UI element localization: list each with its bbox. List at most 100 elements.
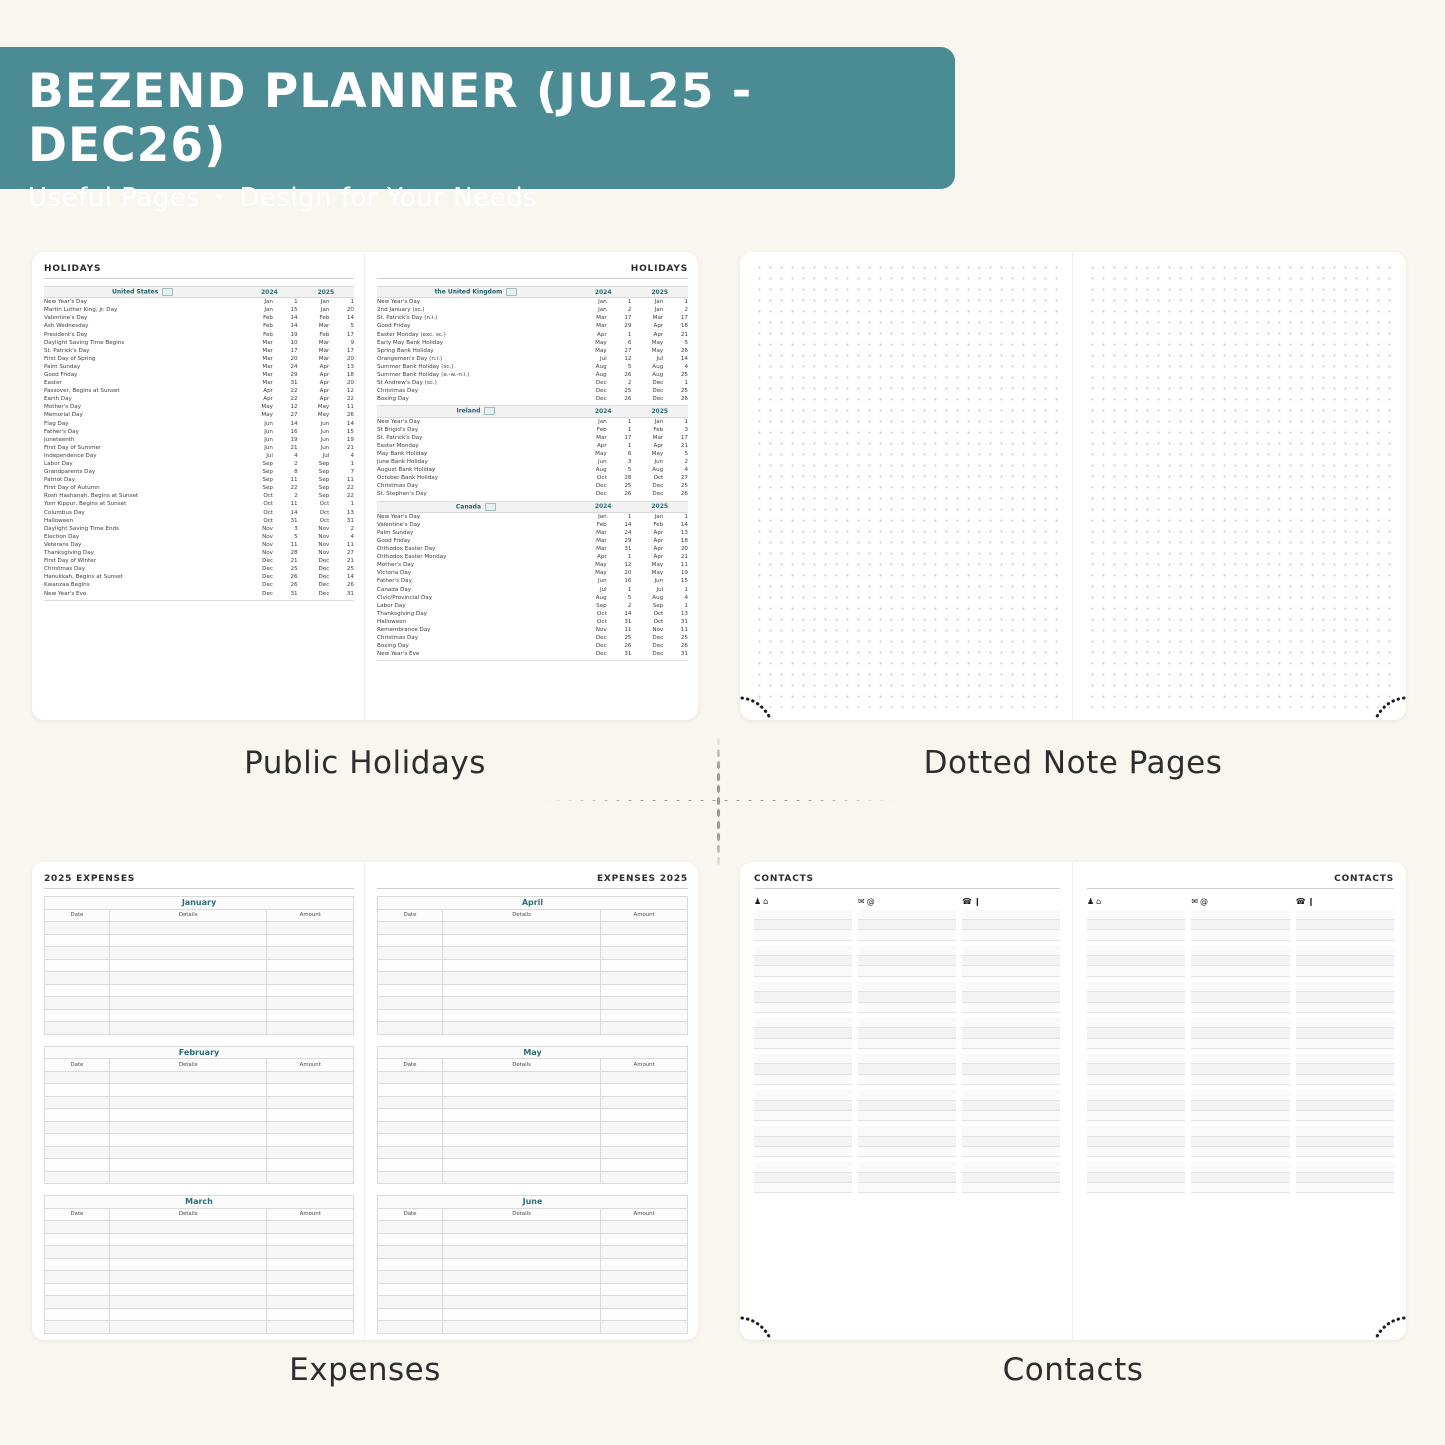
contact-write-line[interactable] xyxy=(1191,1090,1290,1101)
contact-write-line[interactable] xyxy=(1191,1002,1290,1013)
contact-write-line[interactable] xyxy=(1191,1054,1290,1065)
expense-row[interactable] xyxy=(44,933,354,947)
contact-write-line[interactable] xyxy=(1087,1074,1186,1085)
contact-write-line[interactable] xyxy=(754,1064,852,1075)
contact-write-line[interactable] xyxy=(1191,956,1290,967)
expense-row[interactable] xyxy=(44,1257,354,1271)
contact-write-line[interactable] xyxy=(754,966,852,977)
contact-write-line[interactable] xyxy=(962,1126,1060,1137)
expense-row[interactable] xyxy=(376,1170,688,1184)
contact-write-line[interactable] xyxy=(754,1126,852,1137)
contact-write-line[interactable] xyxy=(1295,920,1394,931)
contact-write-line[interactable] xyxy=(962,1172,1060,1183)
contact-write-line[interactable] xyxy=(754,1028,852,1039)
contact-write-line[interactable] xyxy=(1295,1146,1394,1157)
contact-write-line[interactable] xyxy=(754,946,852,957)
contact-write-line[interactable] xyxy=(1087,982,1186,993)
expense-row[interactable] xyxy=(44,1245,354,1259)
contact-write-line[interactable] xyxy=(754,1038,852,1049)
expense-row[interactable] xyxy=(376,1320,688,1334)
contact-write-line[interactable] xyxy=(962,1074,1060,1085)
expense-row[interactable] xyxy=(376,1120,688,1134)
contact-write-line[interactable] xyxy=(1087,1038,1186,1049)
contact-write-line[interactable] xyxy=(1295,1002,1394,1013)
expense-row[interactable] xyxy=(44,1070,354,1084)
contact-write-line[interactable] xyxy=(1295,1136,1394,1147)
contact-write-line[interactable] xyxy=(1087,1028,1186,1039)
contact-write-line[interactable] xyxy=(754,1002,852,1013)
contact-write-line[interactable] xyxy=(1295,956,1394,967)
contact-write-line[interactable] xyxy=(1295,1110,1394,1121)
contact-write-line[interactable] xyxy=(1191,910,1290,921)
contact-write-line[interactable] xyxy=(1087,1002,1186,1013)
contact-write-line[interactable] xyxy=(1295,992,1394,1003)
contact-write-line[interactable] xyxy=(858,1002,956,1013)
contact-write-line[interactable] xyxy=(1191,1136,1290,1147)
contact-write-line[interactable] xyxy=(754,1136,852,1147)
expense-row[interactable] xyxy=(44,1220,354,1234)
contact-write-line[interactable] xyxy=(1087,1146,1186,1157)
contact-write-line[interactable] xyxy=(962,966,1060,977)
contact-write-line[interactable] xyxy=(962,956,1060,967)
contact-write-line[interactable] xyxy=(1087,1182,1186,1193)
contact-write-line[interactable] xyxy=(1087,1064,1186,1075)
expense-row[interactable] xyxy=(44,1145,354,1159)
contact-write-line[interactable] xyxy=(962,1018,1060,1029)
contact-write-line[interactable] xyxy=(1295,1064,1394,1075)
expense-row[interactable] xyxy=(44,996,354,1010)
contact-write-line[interactable] xyxy=(1087,1018,1186,1029)
contact-write-line[interactable] xyxy=(962,946,1060,957)
expense-row[interactable] xyxy=(44,1008,354,1022)
contact-write-line[interactable] xyxy=(754,930,852,941)
expense-row[interactable] xyxy=(376,1070,688,1084)
contact-write-line[interactable] xyxy=(1191,920,1290,931)
contact-write-line[interactable] xyxy=(1087,930,1186,941)
contact-write-line[interactable] xyxy=(858,966,956,977)
contact-write-line[interactable] xyxy=(1295,1090,1394,1101)
contact-write-line[interactable] xyxy=(754,1054,852,1065)
expense-row[interactable] xyxy=(376,921,688,935)
contact-write-line[interactable] xyxy=(1295,1028,1394,1039)
contact-write-line[interactable] xyxy=(1295,1182,1394,1193)
contact-write-line[interactable] xyxy=(962,1002,1060,1013)
contact-write-line[interactable] xyxy=(754,982,852,993)
expense-row[interactable] xyxy=(376,1158,688,1172)
contact-write-line[interactable] xyxy=(1295,1074,1394,1085)
contact-write-line[interactable] xyxy=(858,1136,956,1147)
contact-write-line[interactable] xyxy=(1087,1126,1186,1137)
contact-write-line[interactable] xyxy=(1087,946,1186,957)
contact-write-line[interactable] xyxy=(1191,982,1290,993)
expense-row[interactable] xyxy=(376,1008,688,1022)
contact-write-line[interactable] xyxy=(754,1182,852,1193)
expense-row[interactable] xyxy=(44,1270,354,1284)
expense-row[interactable] xyxy=(44,1320,354,1334)
contact-write-line[interactable] xyxy=(1191,930,1290,941)
contact-write-line[interactable] xyxy=(754,956,852,967)
contact-write-line[interactable] xyxy=(1295,1054,1394,1065)
contact-write-line[interactable] xyxy=(1191,1038,1290,1049)
contact-write-line[interactable] xyxy=(1191,1110,1290,1121)
expense-row[interactable] xyxy=(44,921,354,935)
contact-write-line[interactable] xyxy=(1191,1018,1290,1029)
contact-write-line[interactable] xyxy=(858,1172,956,1183)
expense-row[interactable] xyxy=(44,1232,354,1246)
contact-write-line[interactable] xyxy=(962,930,1060,941)
contact-write-line[interactable] xyxy=(1191,1146,1290,1157)
contact-write-line[interactable] xyxy=(1295,1162,1394,1173)
expense-row[interactable] xyxy=(44,958,354,972)
contact-write-line[interactable] xyxy=(858,1028,956,1039)
contact-write-line[interactable] xyxy=(858,1100,956,1111)
contact-write-line[interactable] xyxy=(858,982,956,993)
contact-write-line[interactable] xyxy=(962,1146,1060,1157)
contact-write-line[interactable] xyxy=(1295,910,1394,921)
contact-write-line[interactable] xyxy=(1295,1018,1394,1029)
contact-write-line[interactable] xyxy=(754,1074,852,1085)
expense-row[interactable] xyxy=(376,1307,688,1321)
contact-write-line[interactable] xyxy=(962,982,1060,993)
contact-write-line[interactable] xyxy=(1087,1100,1186,1111)
expense-row[interactable] xyxy=(376,958,688,972)
contact-write-line[interactable] xyxy=(1295,1100,1394,1111)
contact-write-line[interactable] xyxy=(962,992,1060,1003)
contact-write-line[interactable] xyxy=(858,946,956,957)
contact-write-line[interactable] xyxy=(1191,1172,1290,1183)
